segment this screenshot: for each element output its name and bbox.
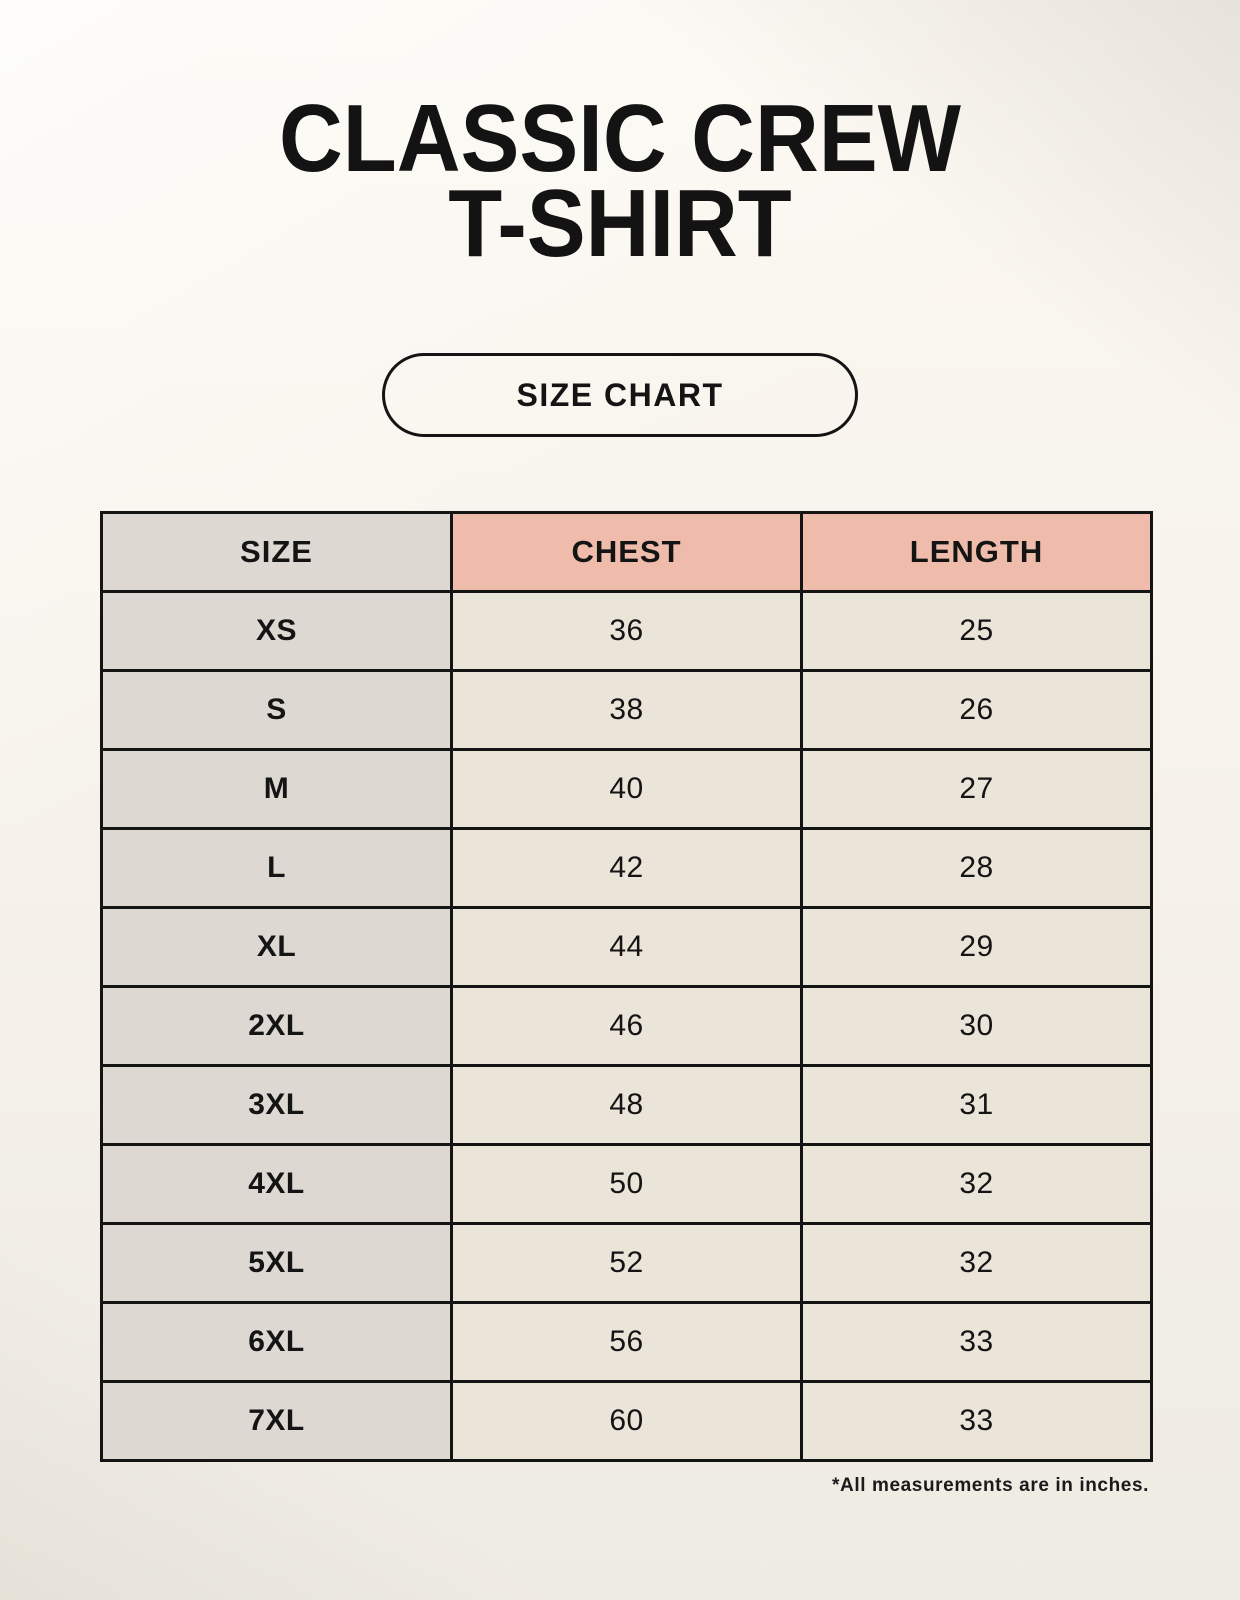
chest-cell: 38	[450, 669, 803, 751]
table-header: SIZE CHEST LENGTH	[100, 511, 1153, 593]
column-header-length: LENGTH	[800, 511, 1153, 593]
size-cell: 7XL	[100, 1380, 453, 1462]
chest-cell: 40	[450, 748, 803, 830]
size-chart-table-container: SIZE CHEST LENGTH XS 36 25 S 38 26 M 40 27 L 42 28 X…	[100, 511, 1153, 1497]
table-row: 7XL 60 33	[100, 1380, 1153, 1462]
length-cell: 25	[800, 590, 1153, 672]
chest-cell: 52	[450, 1222, 803, 1304]
length-cell: 26	[800, 669, 1153, 751]
table-row: 3XL 48 31	[100, 1064, 1153, 1146]
size-cell: XL	[100, 906, 453, 988]
size-cell: 5XL	[100, 1222, 453, 1304]
column-header-size: SIZE	[100, 511, 453, 593]
table-row: L 42 28	[100, 827, 1153, 909]
size-cell: L	[100, 827, 453, 909]
size-cell: M	[100, 748, 453, 830]
size-cell: 3XL	[100, 1064, 453, 1146]
table-row: S 38 26	[100, 669, 1153, 751]
title-line-2: T-SHIRT	[448, 170, 792, 277]
length-cell: 29	[800, 906, 1153, 988]
table-row: 2XL 46 30	[100, 985, 1153, 1067]
size-chart-button-label: SIZE CHART	[516, 376, 724, 413]
table-row: XL 44 29	[100, 906, 1153, 988]
page-title: CLASSIC CREW T-SHIRT	[50, 0, 1191, 277]
size-cell: 6XL	[100, 1301, 453, 1383]
length-cell: 28	[800, 827, 1153, 909]
length-cell: 32	[800, 1222, 1153, 1304]
header-row: SIZE CHEST LENGTH	[100, 511, 1153, 593]
table-row: XS 36 25	[100, 590, 1153, 672]
length-cell: 30	[800, 985, 1153, 1067]
chest-cell: 42	[450, 827, 803, 909]
size-chart-button[interactable]: SIZE CHART	[382, 353, 858, 437]
length-cell: 31	[800, 1064, 1153, 1146]
length-cell: 32	[800, 1143, 1153, 1225]
table-row: 4XL 50 32	[100, 1143, 1153, 1225]
table-row: 5XL 52 32	[100, 1222, 1153, 1304]
table-row: 6XL 56 33	[100, 1301, 1153, 1383]
chest-cell: 60	[450, 1380, 803, 1462]
length-cell: 27	[800, 748, 1153, 830]
title-line-1: CLASSIC CREW	[278, 85, 962, 192]
column-header-chest: CHEST	[450, 511, 803, 593]
chest-cell: 56	[450, 1301, 803, 1383]
size-cell: 2XL	[100, 985, 453, 1067]
chest-cell: 44	[450, 906, 803, 988]
measurements-footnote: *All measurements are in inches.	[832, 1475, 1149, 1496]
size-table-body: XS 36 25 S 38 26 M 40 27 L 42 28 XL 44 29 2XL 46 30 3XL 48 3…	[100, 590, 1153, 1462]
length-cell: 33	[800, 1301, 1153, 1383]
size-cell: S	[100, 669, 453, 751]
table-row: M 40 27	[100, 748, 1153, 830]
size-cell: XS	[100, 590, 453, 672]
length-cell: 33	[800, 1380, 1153, 1462]
size-cell: 4XL	[100, 1143, 453, 1225]
size-chart-table: SIZE CHEST LENGTH XS 36 25 S 38 26 M 40 27 L 42 28 X…	[100, 511, 1153, 1462]
chest-cell: 50	[450, 1143, 803, 1225]
chest-cell: 48	[450, 1064, 803, 1146]
chest-cell: 46	[450, 985, 803, 1067]
chest-cell: 36	[450, 590, 803, 672]
